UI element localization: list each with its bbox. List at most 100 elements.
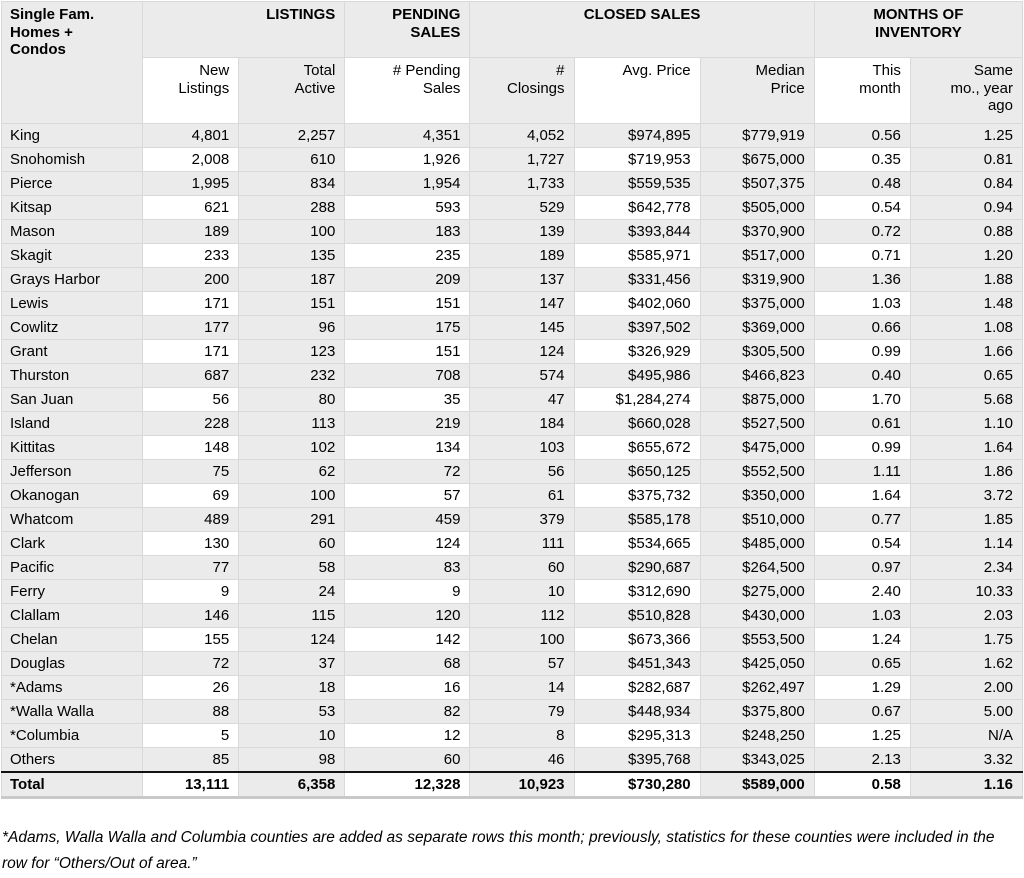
value-cell: 1.08: [909, 315, 1024, 340]
county-cell: Kitsap: [0, 195, 144, 220]
value-cell: 100: [238, 219, 346, 244]
value-cell: $642,778: [573, 195, 701, 220]
value-cell: 2,257: [238, 123, 346, 148]
table-row: *Columbia 5 10 12 8 $295,313 $248,250 1.25 N/A: [0, 723, 1024, 748]
value-cell: $343,025: [699, 747, 815, 773]
value-cell: 18: [238, 675, 346, 700]
value-cell: $375,000: [699, 291, 815, 316]
value-cell: 379: [469, 507, 575, 532]
value-cell: 12: [344, 723, 471, 748]
value-cell: 0.40: [813, 363, 911, 388]
value-cell: $673,366: [573, 627, 701, 652]
value-cell: 85: [142, 747, 240, 773]
value-cell: 1.24: [813, 627, 911, 652]
value-cell: 26: [142, 675, 240, 700]
value-cell: 146: [142, 603, 240, 628]
table-row: Okanogan 69 100 57 61 $375,732 $350,000 1.64 3.7…: [0, 483, 1024, 508]
value-cell: 35: [344, 387, 471, 412]
county-cell: Grant: [0, 339, 144, 364]
value-cell: 68: [344, 651, 471, 676]
value-cell: 183: [344, 219, 471, 244]
value-cell: 1.64: [813, 483, 911, 508]
value-cell: 0.94: [909, 195, 1024, 220]
county-cell: *Walla Walla: [0, 699, 144, 724]
table-header: Single Fam. Homes + Condos LISTINGS PEND…: [0, 1, 1024, 124]
value-cell: 0.35: [813, 147, 911, 172]
value-cell: $559,535: [573, 171, 701, 196]
value-cell: $660,028: [573, 411, 701, 436]
value-cell: 0.97: [813, 555, 911, 580]
table-row: Grays Harbor 200 187 209 137 $331,456 $319,900…: [0, 267, 1024, 292]
value-cell: 0.58: [813, 771, 911, 798]
value-cell: $369,000: [699, 315, 815, 340]
value-cell: 124: [344, 531, 471, 556]
value-cell: 175: [344, 315, 471, 340]
corner-header: Single Fam. Homes + Condos: [0, 1, 144, 124]
table-row: Cowlitz 177 96 175 145 $397,502 $369,000 0.66 1.…: [0, 315, 1024, 340]
table-row: Clallam 146 115 120 112 $510,828 $430,000 1.03 2…: [0, 603, 1024, 628]
value-cell: 5.00: [909, 699, 1024, 724]
value-cell: 0.99: [813, 435, 911, 460]
value-cell: 37: [238, 651, 346, 676]
group-header-pending-sales: PENDING SALES: [344, 1, 471, 58]
value-cell: 102: [238, 435, 346, 460]
value-cell: 834: [238, 171, 346, 196]
value-cell: 9: [344, 579, 471, 604]
value-cell: $275,000: [699, 579, 815, 604]
value-cell: $485,000: [699, 531, 815, 556]
value-cell: 0.54: [813, 531, 911, 556]
table-row: Kittitas 148 102 134 103 $655,672 $475,000 0.99…: [0, 435, 1024, 460]
value-cell: 187: [238, 267, 346, 292]
value-cell: 135: [238, 243, 346, 268]
county-cell: Okanogan: [0, 483, 144, 508]
value-cell: 459: [344, 507, 471, 532]
value-cell: 5.68: [909, 387, 1024, 412]
value-cell: 111: [469, 531, 575, 556]
value-cell: 2,008: [142, 147, 240, 172]
value-cell: 1.88: [909, 267, 1024, 292]
column-header-total-active: Total Active: [238, 57, 346, 124]
table-row: Clark 130 60 124 111 $534,665 $485,000 0.54 1.14: [0, 531, 1024, 556]
value-cell: $282,687: [573, 675, 701, 700]
value-cell: 3.32: [909, 747, 1024, 773]
table-row: Kitsap 621 288 593 529 $642,778 $505,000 0.54 0.…: [0, 195, 1024, 220]
value-cell: $527,500: [699, 411, 815, 436]
value-cell: 77: [142, 555, 240, 580]
value-cell: 24: [238, 579, 346, 604]
value-cell: 112: [469, 603, 575, 628]
county-cell: San Juan: [0, 387, 144, 412]
county-cell: Mason: [0, 219, 144, 244]
value-cell: $719,953: [573, 147, 701, 172]
table-row: Mason 189 100 183 139 $393,844 $370,900 0.72 0.8…: [0, 219, 1024, 244]
value-cell: $370,900: [699, 219, 815, 244]
value-cell: 0.61: [813, 411, 911, 436]
county-cell: *Columbia: [0, 723, 144, 748]
county-cell: Cowlitz: [0, 315, 144, 340]
value-cell: 96: [238, 315, 346, 340]
value-cell: 687: [142, 363, 240, 388]
value-cell: 72: [344, 459, 471, 484]
table-row: Snohomish 2,008 610 1,926 1,727 $719,953 $675,…: [0, 147, 1024, 172]
county-cell: Others: [0, 747, 144, 773]
value-cell: 13,111: [142, 771, 240, 798]
table-row: Others 85 98 60 46 $395,768 $343,025 2.13 3.32: [0, 747, 1024, 773]
value-cell: 124: [469, 339, 575, 364]
value-cell: 60: [344, 747, 471, 773]
value-cell: 2.40: [813, 579, 911, 604]
table-row: Pacific 77 58 83 60 $290,687 $264,500 0.97 2.34: [0, 555, 1024, 580]
value-cell: 5: [142, 723, 240, 748]
value-cell: 209: [344, 267, 471, 292]
value-cell: $675,000: [699, 147, 815, 172]
value-cell: 0.99: [813, 339, 911, 364]
value-cell: 134: [344, 435, 471, 460]
value-cell: $650,125: [573, 459, 701, 484]
value-cell: 0.56: [813, 123, 911, 148]
group-header-months-of-inventory: MONTHS OF INVENTORY: [813, 1, 1024, 58]
value-cell: 0.65: [909, 363, 1024, 388]
value-cell: 1.11: [813, 459, 911, 484]
value-cell: 14: [469, 675, 575, 700]
table-row: Pierce 1,995 834 1,954 1,733 $559,535 $507,375…: [0, 171, 1024, 196]
value-cell: 88: [142, 699, 240, 724]
county-cell: Thurston: [0, 363, 144, 388]
value-cell: 155: [142, 627, 240, 652]
